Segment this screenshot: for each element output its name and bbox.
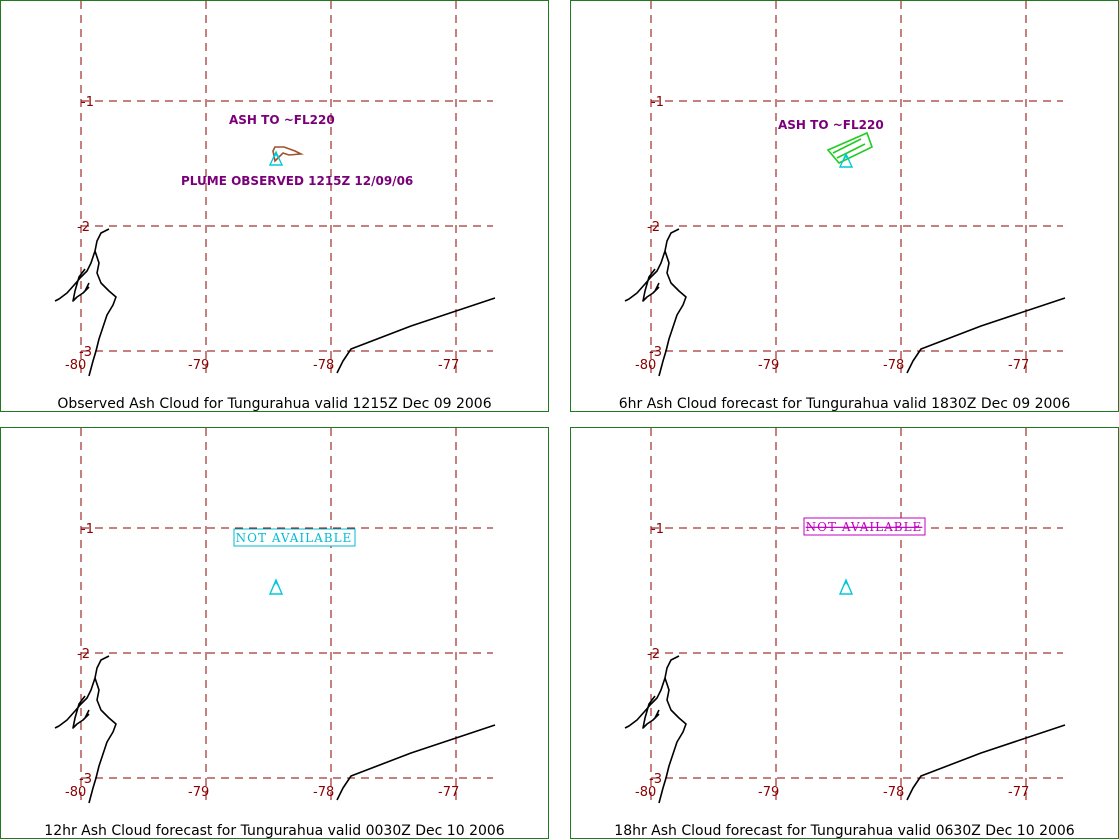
- panel-caption: 18hr Ash Cloud forecast for Tungurahua v…: [614, 823, 1075, 839]
- lat-label-1: -1: [81, 522, 94, 537]
- panel-caption: 6hr Ash Cloud forecast for Tungurahua va…: [618, 396, 1071, 412]
- lat-label-2: -2: [647, 220, 660, 235]
- ash-height-label: ASH TO ~FL220: [778, 118, 884, 132]
- lon-label-79: -79: [758, 785, 779, 800]
- lon-label-77: -77: [1008, 785, 1029, 800]
- coastline: [54, 655, 117, 804]
- lon-label-79: -79: [188, 785, 209, 800]
- volcano-icon: [838, 152, 854, 168]
- lat-label-1: -1: [651, 522, 664, 537]
- graticule: [650, 428, 1063, 803]
- ash-height-label: ASH TO ~FL220: [229, 113, 335, 127]
- lon-label-77: -77: [438, 358, 459, 373]
- not-available-label: NOT AVAILABLE: [236, 531, 353, 545]
- lon-label-80: -80: [65, 358, 86, 373]
- map-6hr: -1 -2 -3 -80 -79 -78 -77 ASH TO ~FL220: [624, 1, 1066, 377]
- map-panel-observed: -1 -2 -3 -80 -79 -78 -77 ASH TO ~FL220 P…: [0, 0, 549, 412]
- volcano-icon: [268, 578, 284, 595]
- map-panel-6hr: -1 -2 -3 -80 -79 -78 -77 ASH TO ~FL220 6…: [570, 0, 1119, 412]
- not-available-box: [803, 517, 926, 536]
- lon-label-79: -79: [188, 358, 209, 373]
- graticule: [650, 1, 1063, 376]
- lon-label-78: -78: [313, 785, 334, 800]
- panel-caption: 12hr Ash Cloud forecast for Tungurahua v…: [44, 823, 505, 839]
- border-line: [906, 297, 1066, 374]
- map-18hr: -1 -2 -3 -80 -79 -78 -77 NOT AVAILABLE: [624, 428, 1066, 804]
- lon-label-80: -80: [635, 358, 656, 373]
- lon-label-78: -78: [883, 785, 904, 800]
- lat-label-1: -1: [81, 95, 94, 110]
- lon-label-80: -80: [635, 785, 656, 800]
- lat-label-2: -2: [77, 220, 90, 235]
- lat-label-3: -3: [79, 345, 92, 360]
- coastline: [54, 228, 117, 377]
- volcano-icon: [268, 150, 284, 166]
- map-observed: -1 -2 -3 -80 -79 -78 -77 ASH TO ~FL220 P…: [54, 1, 496, 377]
- panel-caption: Observed Ash Cloud for Tungurahua valid …: [57, 396, 492, 412]
- lat-label-3: -3: [649, 772, 662, 787]
- lon-label-78: -78: [313, 358, 334, 373]
- lat-label-2: -2: [77, 647, 90, 662]
- observed-plume-outline: [272, 146, 304, 163]
- not-available-box: [233, 528, 356, 547]
- lon-label-77: -77: [438, 785, 459, 800]
- lon-label-78: -78: [883, 358, 904, 373]
- lon-label-80: -80: [65, 785, 86, 800]
- coastline: [624, 228, 687, 377]
- volcano-icon: [838, 578, 854, 595]
- not-available-label: NOT AVAILABLE: [806, 520, 923, 534]
- border-line: [906, 724, 1066, 801]
- lat-label-3: -3: [79, 772, 92, 787]
- lat-label-1: -1: [651, 95, 664, 110]
- lon-label-77: -77: [1008, 358, 1029, 373]
- lon-label-79: -79: [758, 358, 779, 373]
- border-line: [336, 297, 496, 374]
- forecast-ash-polygon: [826, 131, 873, 164]
- border-line: [336, 724, 496, 801]
- lat-label-3: -3: [649, 345, 662, 360]
- map-panel-12hr: -1 -2 -3 -80 -79 -78 -77 NOT AVAILABLE 1…: [0, 427, 549, 839]
- map-panel-18hr: -1 -2 -3 -80 -79 -78 -77 NOT AVAILABLE 1…: [570, 427, 1119, 839]
- coastline: [624, 655, 687, 804]
- map-12hr: -1 -2 -3 -80 -79 -78 -77 NOT AVAILABLE: [54, 428, 496, 804]
- graticule: [80, 1, 493, 376]
- plume-observed-label: PLUME OBSERVED 1215Z 12/09/06: [181, 174, 413, 188]
- lat-label-2: -2: [647, 647, 660, 662]
- graticule: [80, 428, 493, 803]
